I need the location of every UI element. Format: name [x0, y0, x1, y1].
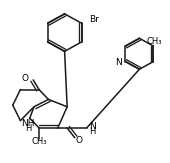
Text: N: N [115, 58, 122, 67]
Text: CH₃: CH₃ [147, 37, 162, 46]
Text: N: N [89, 122, 96, 131]
Text: CH₃: CH₃ [31, 137, 47, 146]
Text: Br: Br [89, 15, 99, 24]
Text: O: O [22, 74, 29, 83]
Text: H: H [25, 124, 31, 133]
Text: H: H [89, 127, 95, 136]
Text: O: O [76, 136, 83, 145]
Text: NH: NH [21, 119, 35, 128]
